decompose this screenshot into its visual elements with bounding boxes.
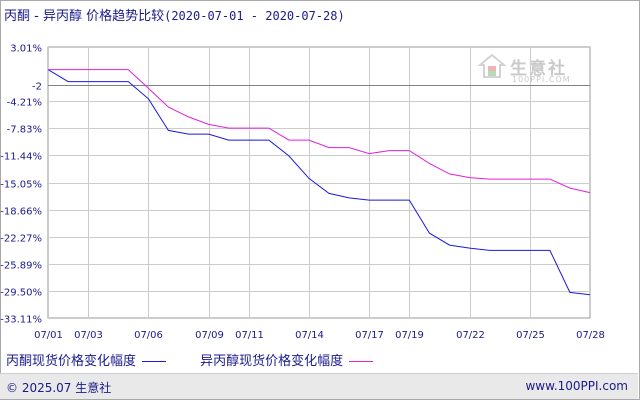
legend-swatch-series-1 (142, 361, 167, 362)
y-tick-label: -18.66% (0, 207, 42, 218)
x-tick-label: 07/03 (74, 330, 103, 341)
legend-item-series-2: 异丙醇现货价格变化幅度 (200, 350, 374, 369)
y-tick-label: 3.01% (10, 44, 42, 55)
x-tick-label: 07/09 (195, 330, 224, 341)
x-tick-label: 07/25 (516, 330, 545, 341)
footer-bar: © 2025.07 生意社 www.100PPI.com (0, 373, 638, 399)
y-tick-label: -25.89% (0, 261, 42, 272)
y-tick-label: -4.21% (7, 98, 42, 109)
house-logo-icon (477, 53, 507, 78)
watermark-url: 100PPI.COM (512, 75, 571, 84)
footer-copyright: © 2025.07 生意社 (6, 381, 112, 395)
legend-item-series-1: 丙酮现货价格变化幅度 (6, 350, 167, 369)
legend-label-series-1: 丙酮现货价格变化幅度 (6, 354, 137, 369)
x-tick-label: 07/06 (134, 330, 163, 341)
y-tick-label: -15.05% (0, 180, 42, 191)
y-tick-label: -22.27% (0, 234, 42, 245)
x-tick-label: 07/19 (395, 330, 424, 341)
watermark-name: 生意社 (510, 59, 567, 79)
x-tick-label: 07/11 (235, 330, 264, 341)
y-tick-label: -29.50% (0, 288, 42, 299)
x-tick-label: 07/01 (34, 330, 63, 341)
chart-title: 丙酮 - 异丙醇 价格趋势比较(2020-07-01 - 2020-07-28) (4, 5, 345, 24)
chart-date-range: (2020-07-01 - 2020-07-28) (164, 9, 345, 23)
footer-site-link[interactable]: www.100PPI.com (525, 379, 628, 393)
x-tick-label: 07/22 (456, 330, 485, 341)
series-line-2 (48, 69, 591, 194)
chart-title-text: 丙酮 - 异丙醇 价格趋势比较 (4, 9, 165, 24)
watermark-logo: 生意社 100PPI.COM (477, 52, 578, 92)
legend-swatch-series-2 (349, 361, 374, 362)
series-line-1 (47, 69, 591, 296)
line-chart: 3.01% -2 -4.21% -7.83% -11.44% -15.05% -18.66%… (0, 44, 605, 342)
x-tick-label: 07/17 (355, 330, 384, 341)
x-tick-label: 07/28 (576, 330, 605, 341)
y-tick-label: -2 (32, 82, 42, 93)
legend-label-series-2: 异丙醇现货价格变化幅度 (200, 354, 344, 369)
y-tick-label: -7.83% (7, 125, 42, 136)
plot-area-border (47, 46, 591, 319)
y-tick-label: -11.44% (0, 152, 42, 163)
x-tick-label: 07/14 (295, 330, 324, 341)
chart-legend: 丙酮现货价格变化幅度 异丙醇现货价格变化幅度 (6, 350, 403, 369)
y-tick-label: -33.11% (0, 315, 42, 326)
